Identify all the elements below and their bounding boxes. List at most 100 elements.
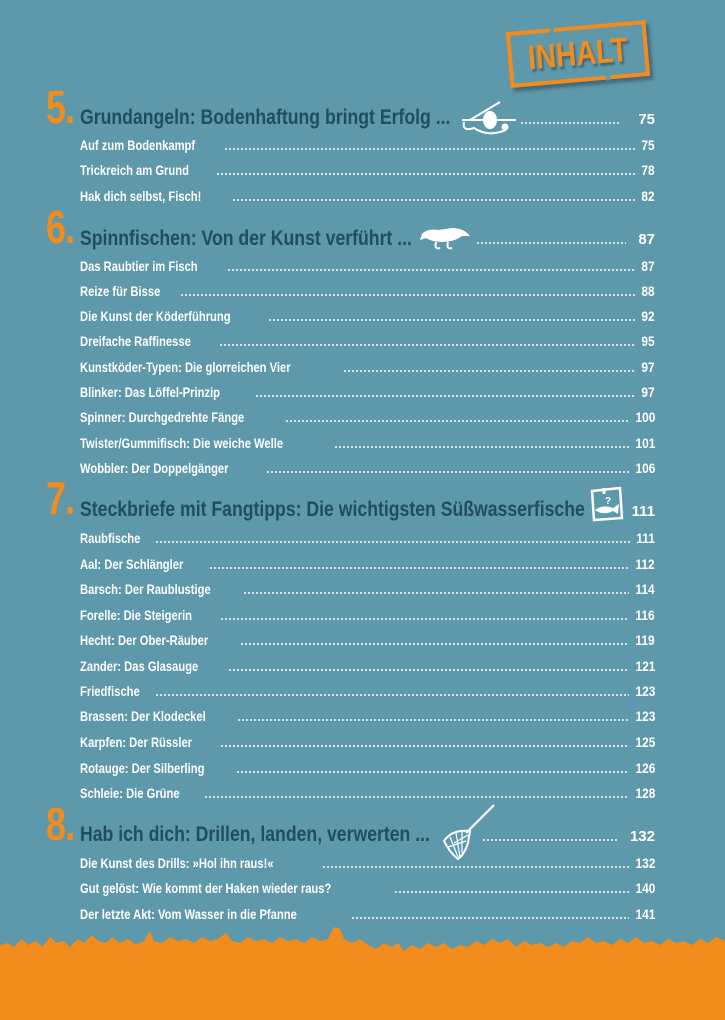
toc-entry[interactable]: Die Kunst des Drills: »Hol ihn raus!« 13…	[80, 852, 655, 872]
leader-dots	[240, 643, 630, 645]
entry-page-number: 106	[635, 460, 655, 476]
toc-entry[interactable]: Zander: Das Glasauge 121	[80, 655, 655, 675]
entry-page-number: 92	[641, 308, 655, 324]
entry-page-number: 132	[635, 855, 655, 871]
entry-page-number: 119	[635, 632, 655, 648]
fish-wanted-poster-icon: ?	[590, 486, 624, 522]
entry-label: Aal: Der Schlängler	[80, 556, 184, 572]
leader-dots	[227, 669, 629, 671]
entry-label: Hecht: Der Ober-Räuber	[80, 632, 209, 648]
leader-dots	[218, 344, 637, 346]
entry-label: Spinner: Durchgedrehte Fänge	[80, 409, 245, 425]
entry-page-number: 100	[635, 409, 655, 425]
toc-entry[interactable]: Auf zum Bodenkampf 75	[80, 134, 655, 154]
toc-entry[interactable]: Hak dich selbst, Fisch! 82	[80, 185, 655, 205]
chapter-title[interactable]: Spinnfischen: Von der Kunst verführt ...	[80, 227, 412, 250]
entry-label: Raubfische	[80, 530, 141, 546]
toc-entry[interactable]: Dreifache Raffinesse 95	[80, 330, 655, 350]
toc-entry[interactable]: Forelle: Die Steigerin 116	[80, 604, 655, 624]
entry-label: Barsch: Der Raublustige	[80, 581, 211, 597]
chapter-number-digit: 6	[46, 201, 66, 253]
chapter-number-digit: 8	[46, 798, 66, 850]
chapter-number: 5.	[46, 84, 75, 130]
toc-entry[interactable]: Hecht: Der Ober-Räuber 119	[80, 629, 655, 649]
toc-entry[interactable]: Twister/Gummifisch: Die weiche Welle 101	[80, 432, 655, 452]
chapter-title[interactable]: Grundangeln: Bodenhaftung bringt Erfolg …	[80, 106, 451, 129]
chapter-number-dot: .	[65, 472, 75, 524]
toc-entry[interactable]: Blinker: Das Löffel-Prinzip 97	[80, 381, 655, 401]
chapter-title[interactable]: Steckbriefe mit Fangtipps: Die wichtigst…	[80, 498, 585, 521]
entry-page-number: 97	[641, 359, 655, 375]
toc-entry[interactable]: Spinner: Durchgedrehte Fänge 100	[80, 406, 655, 426]
toc-entry[interactable]: Gut gelöst: Wie kommt der Haken wieder r…	[80, 877, 655, 897]
entry-label: Das Raubtier im Fisch	[80, 258, 198, 274]
leader-dots	[351, 917, 629, 919]
toc-entry[interactable]: Rotauge: Der Silberling 126	[80, 757, 655, 777]
entry-label: Kunstköder-Typen: Die glorreichen Vier	[80, 359, 291, 375]
chapter-number: 6.	[46, 201, 75, 253]
entry-label: Trickreich am Grund	[80, 162, 189, 178]
leader-dots	[209, 567, 630, 569]
leader-dots	[223, 148, 637, 150]
toc-entry[interactable]: Brassen: Der Klodeckel 123	[80, 705, 655, 725]
entry-page-number: 75	[641, 137, 655, 153]
entry-page-number: 97	[641, 384, 655, 400]
entry-label: Rotauge: Der Silberling	[80, 760, 205, 776]
svg-text:?: ?	[605, 496, 611, 507]
entry-label: Gut gelöst: Wie kommt der Haken wieder r…	[80, 880, 332, 896]
leader-dots	[220, 745, 629, 747]
chapter-leader-dots	[476, 242, 626, 244]
entry-page-number: 95	[641, 333, 655, 349]
leader-dots	[255, 395, 637, 397]
entry-page-number: 82	[641, 188, 655, 204]
leader-dots	[220, 618, 630, 620]
leader-dots	[216, 173, 637, 175]
toc-entry[interactable]: Der letzte Akt: Vom Wasser in die Pfanne…	[80, 903, 655, 923]
entry-page-number: 114	[635, 581, 655, 597]
toc-entry[interactable]: Wobbler: Der Doppelgänger 106	[80, 457, 655, 477]
grass-footer-decoration	[0, 927, 725, 1020]
toc-entry[interactable]: Das Raubtier im Fisch 87	[80, 255, 655, 275]
chapter-title[interactable]: Hab ich dich: Drillen, landen, verwerten…	[80, 823, 430, 846]
entry-label: Hak dich selbst, Fisch!	[80, 188, 202, 204]
entry-page-number: 88	[641, 283, 655, 299]
toc-entry[interactable]: Friedfische 123	[80, 680, 655, 700]
entry-page-number: 78	[641, 162, 655, 178]
toc-entry[interactable]: Aal: Der Schlängler 112	[80, 553, 655, 573]
wobbler-lure-icon	[420, 228, 470, 250]
toc-entry[interactable]: Karpfen: Der Rüssler 125	[80, 731, 655, 751]
chapter-page-number[interactable]: 75	[638, 111, 655, 128]
chapter-page-number[interactable]: 87	[638, 231, 655, 248]
toc-entry[interactable]: Kunstköder-Typen: Die glorreichen Vier 9…	[80, 356, 655, 376]
leader-dots	[394, 891, 629, 893]
leader-dots	[235, 771, 629, 773]
leader-dots	[243, 592, 630, 594]
entry-label: Schleie: Die Grüne	[80, 785, 180, 801]
entry-page-number: 123	[635, 683, 655, 699]
entry-page-number: 123	[635, 708, 655, 724]
toc-entry[interactable]: Raubfische 111	[80, 527, 655, 547]
entry-label: Karpfen: Der Rüssler	[80, 734, 193, 750]
leader-dots	[204, 796, 629, 798]
entry-label: Blinker: Das Löffel-Prinzip	[80, 384, 221, 400]
toc-entry[interactable]: Die Kunst der Köderführung 92	[80, 305, 655, 325]
chapter-page-number[interactable]: 132	[629, 828, 655, 845]
leader-dots	[321, 866, 629, 868]
inhalt-stamp: INHALT	[505, 20, 651, 88]
toc-entry[interactable]: Trickreich am Grund 78	[80, 159, 655, 179]
chapter-page-number[interactable]: 111	[631, 503, 655, 520]
entry-label: Zander: Das Glasauge	[80, 658, 199, 674]
leader-dots	[265, 471, 629, 473]
toc-entry[interactable]: Reize für Bisse 88	[80, 280, 655, 300]
toc-entry[interactable]: Barsch: Der Raublustige 114	[80, 578, 655, 598]
entry-page-number: 112	[635, 556, 655, 572]
entry-label: Der letzte Akt: Vom Wasser in die Pfanne	[80, 906, 297, 922]
toc-entry[interactable]: Schleie: Die Grüne 128	[80, 782, 655, 802]
entry-label: Forelle: Die Steigerin	[80, 607, 193, 623]
entry-page-number: 87	[641, 258, 655, 274]
entry-label: Die Kunst der Köderführung	[80, 308, 231, 324]
entry-page-number: 111	[636, 530, 655, 546]
entry-page-number: 141	[635, 906, 655, 922]
chapter-leader-dots	[482, 839, 617, 841]
entry-label: Reize für Bisse	[80, 283, 161, 299]
